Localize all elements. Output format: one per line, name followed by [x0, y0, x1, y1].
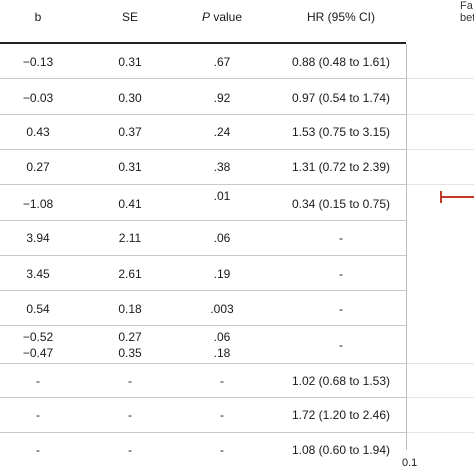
cell-p: .06 — [213, 330, 231, 344]
cell-p: - — [220, 408, 224, 422]
cell-hr: - — [339, 267, 343, 281]
header-p-rest: value — [209, 10, 243, 24]
cell-p: .01 — [213, 189, 231, 203]
cell-p: .19 — [213, 267, 231, 281]
cell-se: 0.31 — [118, 160, 142, 174]
plot-header-partial-2: bet — [460, 12, 474, 24]
cell-hr: - — [339, 302, 343, 316]
cell-p: .38 — [213, 160, 231, 174]
cell-se-stack: 0.27 0.35 — [90, 330, 170, 360]
cell-hr: 1.53 (0.75 to 3.15) — [291, 125, 391, 139]
cell-p: .67 — [213, 55, 231, 69]
row-divider — [0, 397, 406, 398]
cell-se: 2.61 — [118, 267, 142, 281]
plot-header-partial-1: Fa — [460, 0, 473, 12]
header-p-italic: P — [201, 10, 210, 24]
plot-gridline — [407, 149, 474, 150]
row-divider — [0, 78, 406, 79]
cell-b: −0.03 — [22, 91, 54, 105]
cell-p: .003 — [210, 302, 234, 316]
cell-se: 0.31 — [118, 55, 142, 69]
plot-gridline — [407, 114, 474, 115]
row-divider — [0, 255, 406, 256]
cell-se: 0.18 — [118, 302, 142, 316]
cell-b: - — [36, 443, 40, 457]
cell-se: 2.11 — [118, 231, 142, 245]
ci-marker — [440, 191, 474, 203]
axis-tick-label: 0.1 — [402, 457, 418, 469]
plot-gridline — [407, 397, 474, 398]
cell-hr: 1.02 (0.68 to 1.53) — [291, 374, 391, 388]
cell-p: .92 — [213, 91, 231, 105]
cell-se-secondary: 0.35 — [118, 346, 142, 360]
row-divider — [0, 432, 406, 433]
row-divider — [0, 184, 406, 185]
cell-b: −1.08 — [22, 197, 54, 211]
cell-p-secondary: .18 — [213, 346, 231, 360]
cell-b-secondary: −0.47 — [22, 346, 54, 360]
cell-hr: 1.31 (0.72 to 2.39) — [291, 160, 391, 174]
forest-plot-axis — [406, 44, 407, 450]
cell-p: .06 — [213, 231, 231, 245]
cell-hr: 0.97 (0.54 to 1.74) — [291, 91, 391, 105]
cell-p-stack: .06 .18 — [180, 330, 264, 360]
cell-p: .24 — [213, 125, 231, 139]
cell-hr: 1.72 (1.20 to 2.46) — [291, 408, 391, 422]
cell-p: - — [220, 443, 224, 457]
cell-se: 0.27 — [118, 330, 142, 344]
cell-se: - — [128, 408, 132, 422]
header-hr: HR (95% CI) — [306, 10, 375, 24]
cell-se: - — [128, 443, 132, 457]
header-b: b — [34, 10, 42, 24]
plot-gridline — [407, 184, 474, 185]
cell-hr: 0.88 (0.48 to 1.61) — [291, 55, 391, 69]
row-divider — [0, 325, 406, 326]
cell-p: - — [220, 374, 224, 388]
cell-b: - — [36, 408, 40, 422]
header-p-value: P value — [180, 10, 264, 24]
cell-hr: - — [339, 231, 343, 245]
cell-se: 0.30 — [118, 91, 142, 105]
cell-b: −0.52 — [22, 330, 54, 344]
row-divider — [0, 363, 406, 364]
cell-b: 0.27 — [26, 160, 50, 174]
cell-se: 0.37 — [118, 125, 142, 139]
header-se: SE — [121, 10, 138, 24]
row-divider — [0, 290, 406, 291]
cell-b: - — [36, 374, 40, 388]
row-divider — [0, 220, 406, 221]
cell-b: 3.94 — [26, 231, 50, 245]
cell-hr: 0.34 (0.15 to 0.75) — [291, 197, 391, 211]
plot-gridline — [407, 363, 474, 364]
plot-gridline — [407, 432, 474, 433]
cell-b: 3.45 — [26, 267, 50, 281]
cell-hr: 1.08 (0.60 to 1.94) — [291, 443, 391, 457]
cell-se: 0.41 — [118, 197, 142, 211]
row-divider — [0, 114, 406, 115]
table-top-rule — [0, 42, 406, 44]
cell-b: −0.13 — [22, 55, 54, 69]
cell-b-stack: −0.52 −0.47 — [0, 330, 76, 360]
cell-se: - — [128, 374, 132, 388]
cell-hr: - — [339, 338, 343, 352]
cell-b: 0.43 — [26, 125, 50, 139]
row-divider — [0, 149, 406, 150]
plot-header-partial: Fa bet — [460, 0, 474, 24]
cell-b: 0.54 — [26, 302, 50, 316]
plot-gridline — [407, 78, 474, 79]
